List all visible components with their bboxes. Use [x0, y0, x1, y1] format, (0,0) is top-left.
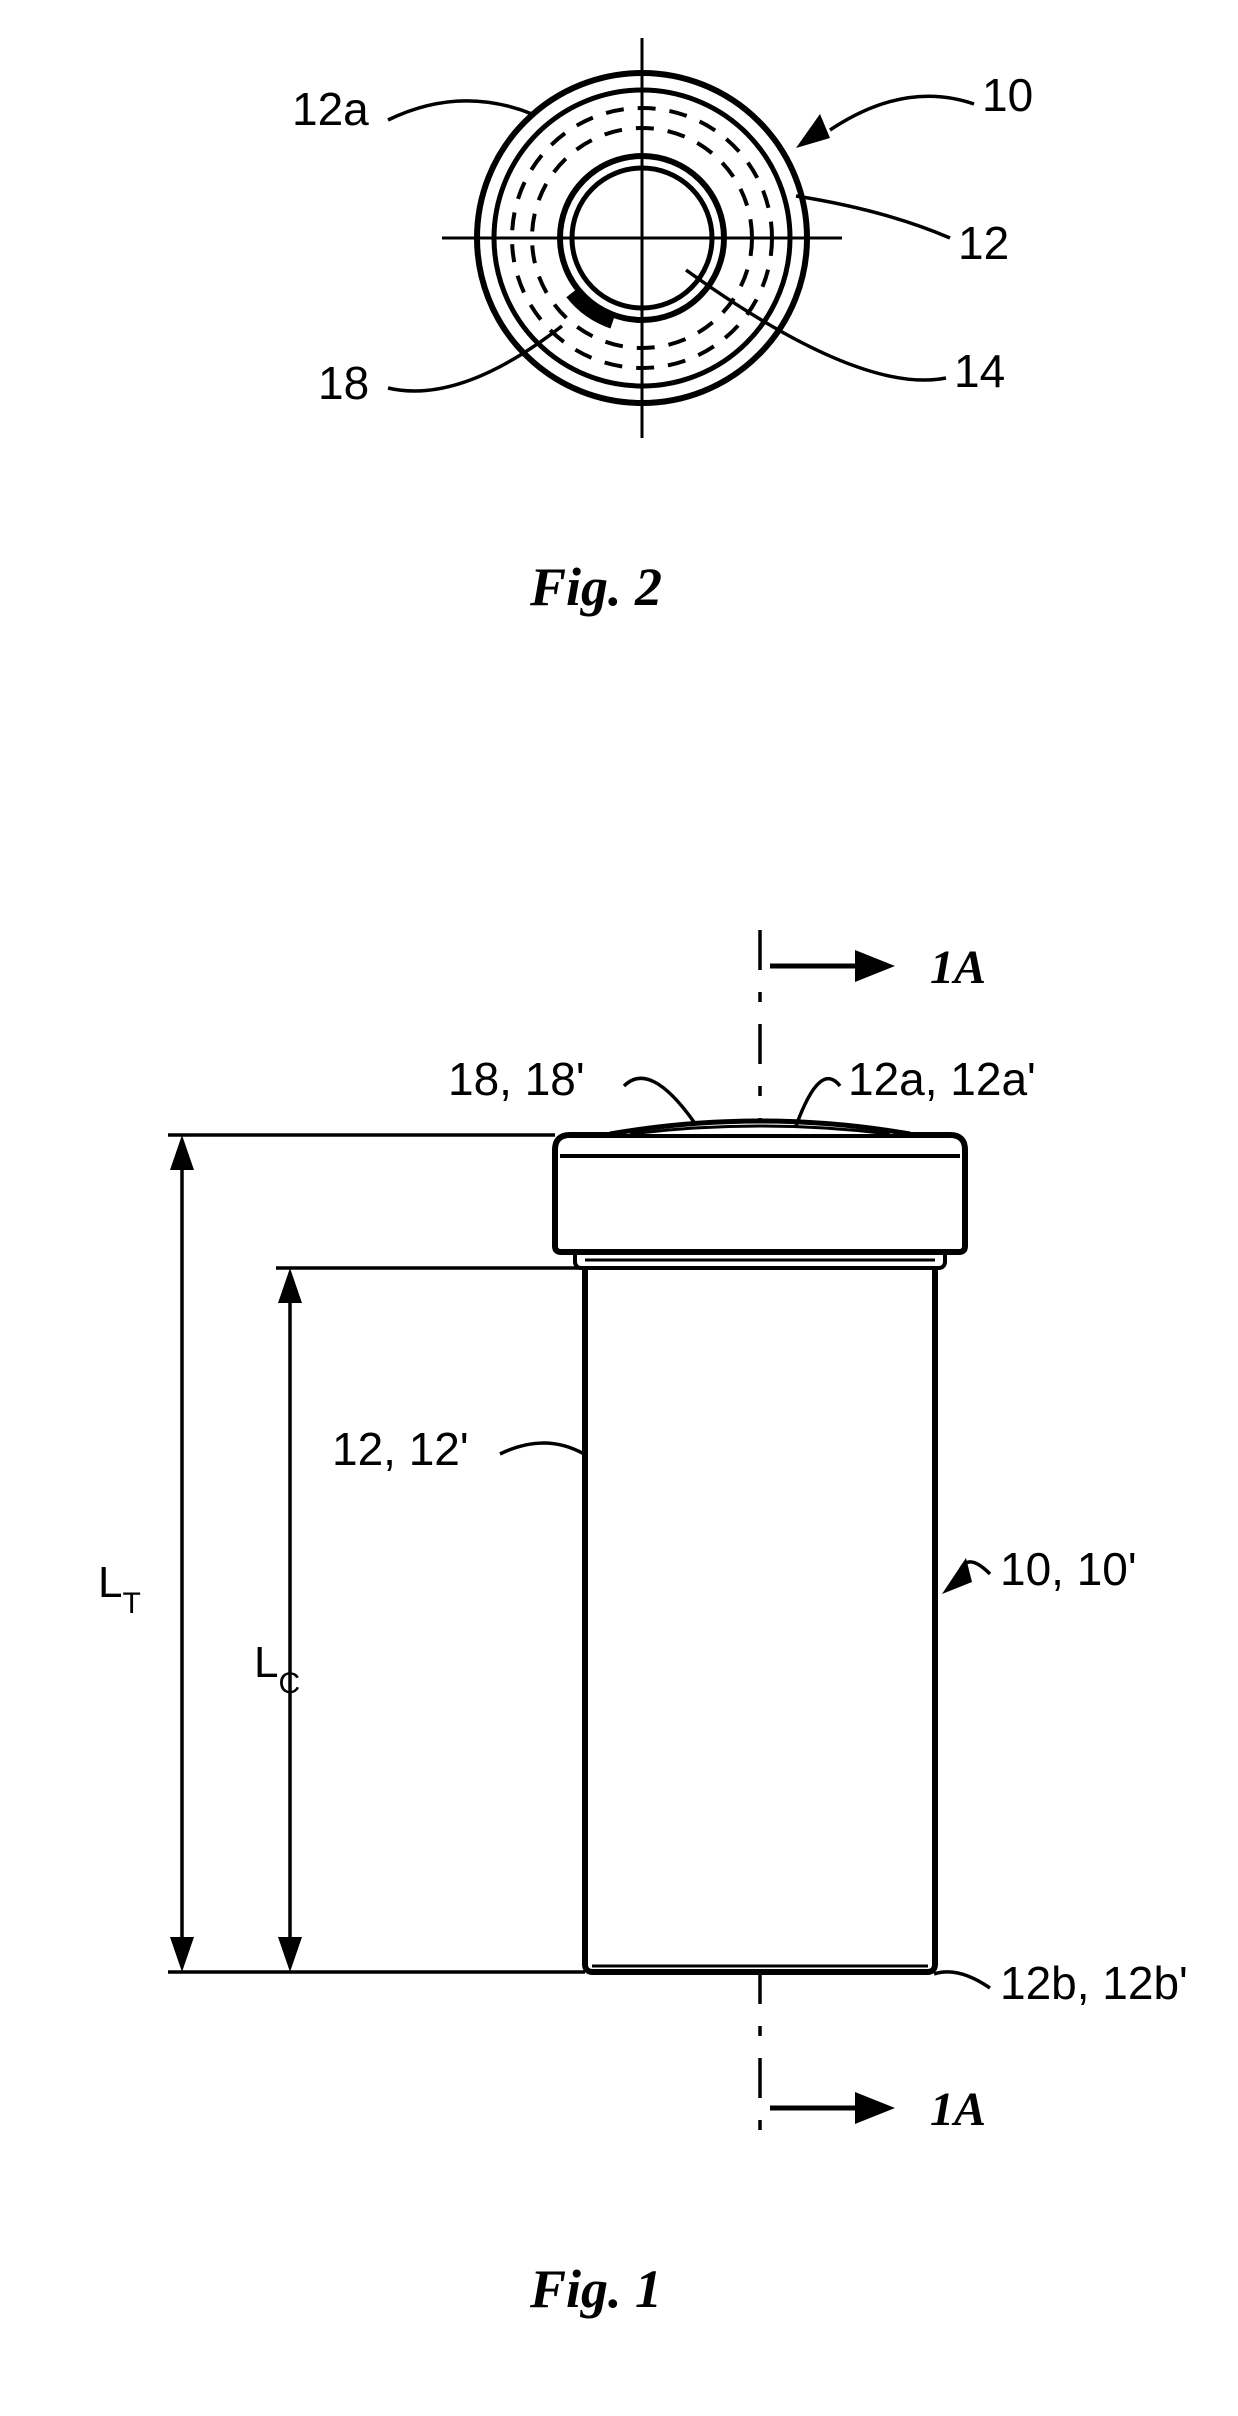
fig1-label-10-10p: 10, 10' — [1000, 1542, 1137, 1596]
fig1-dim-LC: LC — [254, 1638, 300, 1695]
fig2-caption: Fig. 2 — [530, 556, 662, 618]
page-root: 12a 10 12 14 18 Fig. 2 — [0, 0, 1238, 2416]
fig2-label-18: 18 — [318, 356, 369, 410]
fig2-label-10: 10 — [982, 68, 1033, 122]
fig1-section-label-bottom: 1A — [930, 2082, 986, 2137]
fig1-label-12-12p: 12, 12' — [332, 1422, 469, 1476]
fig1-label-12a-12ap: 12a, 12a' — [848, 1052, 1036, 1106]
fig1-dim-LT: LT — [98, 1558, 141, 1615]
fig1-drawing — [0, 860, 1238, 2360]
fig1-label-18-18p: 18, 18' — [448, 1052, 585, 1106]
fig2-label-12a: 12a — [292, 82, 369, 136]
fig1-caption: Fig. 1 — [530, 2258, 662, 2320]
fig1-label-12b-12bp: 12b, 12b' — [1000, 1956, 1188, 2010]
fig2-drawing — [0, 0, 1238, 640]
fig2-label-12: 12 — [958, 216, 1009, 270]
fig2-label-14: 14 — [954, 344, 1005, 398]
fig1-section-label-top: 1A — [930, 940, 986, 995]
